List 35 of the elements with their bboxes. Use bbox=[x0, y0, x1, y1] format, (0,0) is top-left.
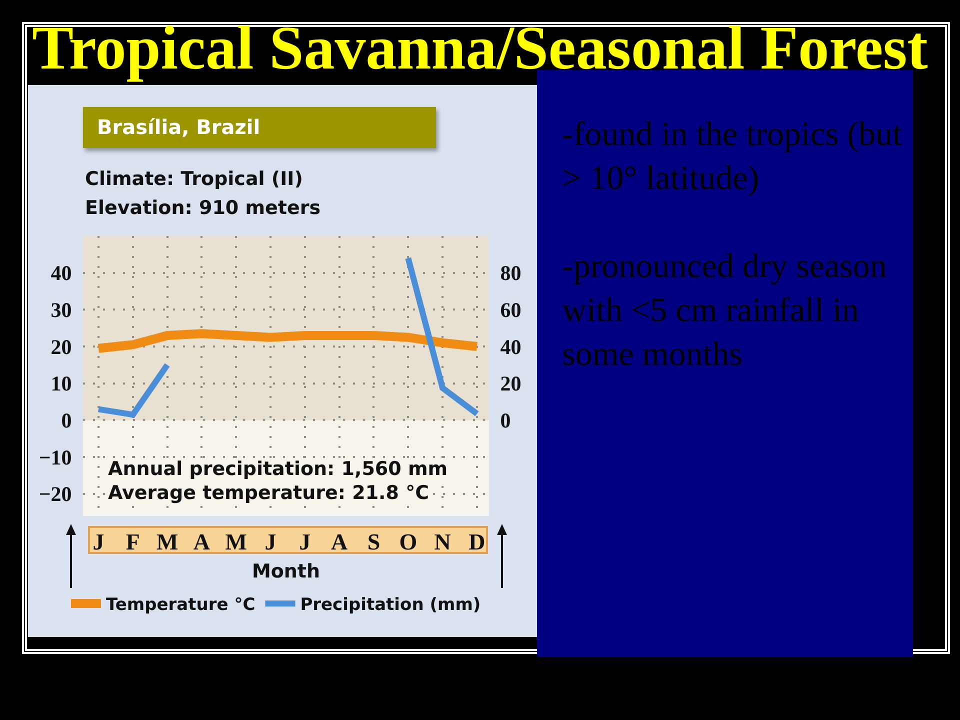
y-tick-label: 20 bbox=[50, 334, 72, 359]
text: Elevation: 910 meters bbox=[85, 197, 321, 219]
y2-tick-label: 80 bbox=[500, 261, 522, 286]
x-tick-label: M bbox=[156, 530, 178, 555]
x-tick-label: A bbox=[331, 530, 348, 555]
y2-tick-label: 20 bbox=[500, 372, 522, 396]
legend-label: Precipitation (mm) bbox=[300, 595, 481, 616]
x-tick-label: J bbox=[92, 530, 104, 555]
y2-tick-label: 60 bbox=[500, 298, 522, 322]
x-axis-title: Month bbox=[252, 560, 320, 582]
text: -pronounced dry season with <5 cm rainfall in some months bbox=[562, 247, 888, 375]
y-tick-label: 40 bbox=[50, 261, 72, 286]
chart-subtitle: Brasília, Brazil bbox=[83, 107, 436, 148]
x-tick-label: D bbox=[468, 530, 486, 555]
text: -found in the tropics (but > 10° latitude) bbox=[562, 115, 903, 199]
x-tick-label: O bbox=[399, 530, 418, 555]
y2-tick-label: 40 bbox=[500, 334, 522, 359]
annotation: Annual precipitation: 1,560 mm bbox=[105, 458, 451, 480]
x-tick-label: S bbox=[367, 530, 380, 555]
annotation: Average temperature: 21.8 °C bbox=[105, 482, 432, 504]
y-tick-label: 30 bbox=[50, 298, 72, 322]
x-tick-label: J bbox=[299, 530, 311, 555]
y-tick-label: 0 bbox=[61, 408, 72, 433]
x-tick-label: N bbox=[434, 530, 452, 555]
x-tick-label: M bbox=[225, 530, 248, 555]
x-tick-label: A bbox=[193, 530, 210, 555]
legend-label: Temperature °C bbox=[106, 595, 256, 616]
y-tick-label: 10 bbox=[50, 372, 72, 396]
y-tick-label: −20 bbox=[38, 482, 72, 506]
text: Climate: Tropical (II) bbox=[85, 168, 303, 190]
y2-tick-label: 0 bbox=[500, 408, 511, 433]
y-tick-label: −10 bbox=[38, 445, 72, 470]
x-tick-label: F bbox=[126, 530, 140, 555]
chart-title: Tropical Savanna/Seasonal Forest bbox=[32, 14, 928, 83]
x-tick-label: J bbox=[264, 530, 276, 555]
